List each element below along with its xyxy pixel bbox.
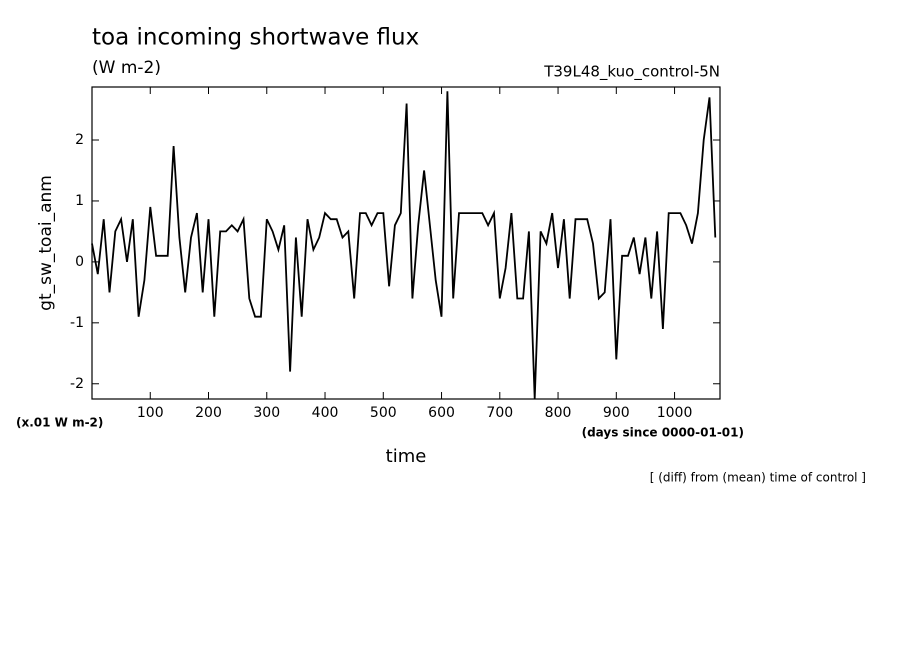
x-unit: (days since 0000-01-01): [582, 426, 744, 440]
plot-frame: [91, 86, 721, 400]
data-line: [91, 91, 717, 400]
x-axis-label: time: [386, 446, 427, 467]
y-tick-label: 2: [75, 132, 84, 148]
chart-title: toa incoming shortwave flux: [92, 25, 419, 51]
x-tick-label: 700: [486, 405, 513, 421]
y-tick-label: 0: [75, 254, 84, 270]
x-tick-label: 400: [312, 405, 339, 421]
y-tick-label: 1: [75, 193, 84, 209]
x-tick-label: 600: [428, 405, 455, 421]
y-unit: (x.01 W m-2): [16, 416, 103, 430]
x-tick-label: 900: [603, 405, 630, 421]
footnote: [ (diff) from (mean) time of control ]: [650, 471, 866, 485]
y-tick-label: -2: [70, 376, 84, 392]
x-tick-label: 200: [195, 405, 222, 421]
x-tick-label: 1000: [657, 405, 693, 421]
chart-subtitle: (W m-2): [92, 58, 161, 78]
x-tick-label: 500: [370, 405, 397, 421]
y-axis-label: gt_sw_toai_anm: [36, 175, 56, 311]
x-tick-label: 100: [137, 405, 164, 421]
x-tick-label: 800: [545, 405, 572, 421]
y-tick-label: -1: [70, 315, 84, 331]
x-tick-label: 300: [253, 405, 280, 421]
run-label: T39L48_kuo_control-5N: [543, 63, 720, 82]
